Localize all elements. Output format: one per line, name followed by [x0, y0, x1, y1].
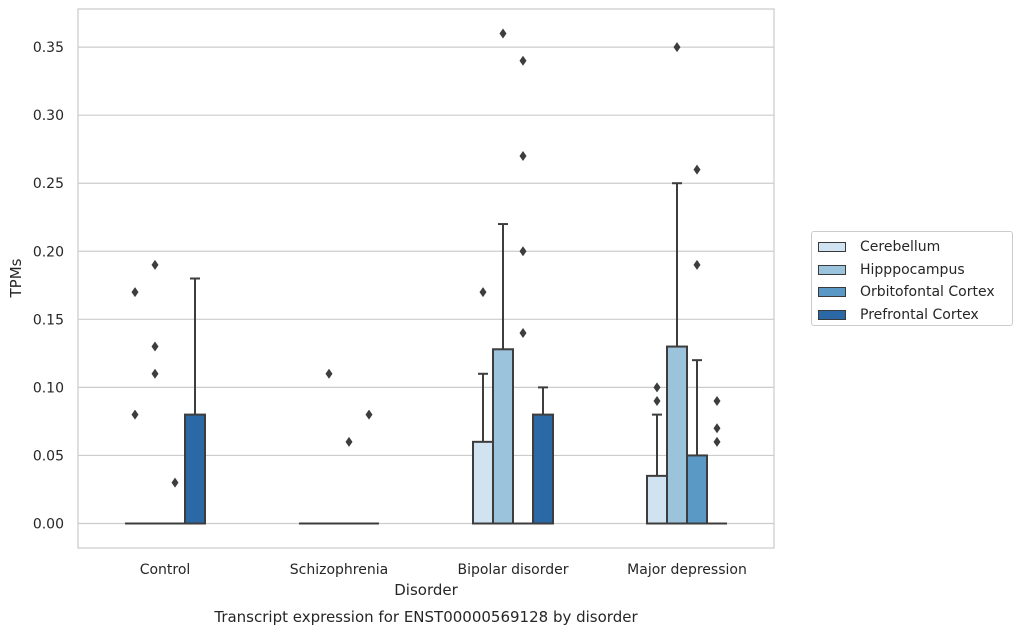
y-axis-label: TPMs [7, 258, 25, 298]
chart-title: Transcript expression for ENST0000056912… [213, 608, 638, 626]
y-tick-label: 0.05 [33, 448, 64, 464]
x-tick-label: Control [140, 562, 191, 578]
outlier-point [499, 28, 507, 39]
outlier-point [151, 341, 159, 352]
x-tick-label: Bipolar disorder [457, 562, 568, 578]
x-axis-label: Disorder [394, 581, 458, 599]
outlier-point [693, 164, 701, 175]
outlier-point [519, 327, 527, 338]
legend-swatch-prefrontal-cortex [818, 309, 846, 320]
outlier-point [151, 259, 159, 270]
box-cerebellum [472, 287, 494, 525]
outlier-point [151, 368, 159, 379]
y-tick-label: 0.15 [33, 312, 64, 328]
legend-swatch-hipppocampus [818, 264, 846, 275]
box-orbitofontal-cortex [686, 164, 708, 525]
outlier-point [713, 423, 721, 434]
outlier-point [653, 382, 661, 393]
x-tick-label: Major depression [627, 562, 747, 578]
box-prefrontal-cortex [184, 277, 206, 525]
legend-label-hipppocampus: Hipppocampus [860, 261, 965, 278]
outlier-point [131, 287, 139, 298]
outlier-point [171, 477, 179, 488]
legend-label-cerebellum: Cerebellum [860, 239, 941, 256]
box-hipppocampus [145, 259, 165, 525]
box-rect [492, 348, 514, 525]
box-orbitofontal-cortex [165, 477, 185, 525]
box-prefrontal-cortex [359, 409, 379, 525]
outlier-point [325, 368, 333, 379]
y-tick-label: 0.00 [33, 517, 64, 533]
outlier-point [693, 259, 701, 270]
boxes [125, 28, 727, 525]
y-tick-labels: 0.00 0.05 0.10 0.15 0.20 0.25 0.30 0.35 [33, 40, 64, 532]
box-hipppocampus [319, 368, 339, 525]
outlier-point [365, 409, 373, 420]
outlier-point [519, 246, 527, 257]
legend-item-prefrontal-cortex: Prefrontal Cortex [818, 304, 1012, 327]
outlier-point [713, 396, 721, 406]
legend-label-prefrontal-cortex: Prefrontal Cortex [860, 306, 979, 323]
box-rect [646, 474, 668, 525]
legend-item-cerebellum: Cerebellum [818, 236, 1012, 259]
box-cerebellum [646, 382, 668, 525]
outlier-point [653, 396, 661, 406]
legend-item-hipppocampus: Hipppocampus [818, 259, 1012, 282]
box-rect [666, 345, 688, 525]
box-orbitofontal-cortex [339, 436, 359, 525]
outlier-point [519, 151, 527, 161]
box-hipppocampus [666, 42, 688, 525]
box-prefrontal-cortex [532, 386, 554, 525]
box-rect [532, 413, 554, 525]
outlier-point [519, 55, 527, 66]
outlier-point [673, 42, 681, 53]
x-tick-labels: Control Schizophrenia Bipolar disorder Majo… [140, 562, 747, 578]
outlier-point [345, 436, 353, 447]
legend-swatch-cerebellum [818, 242, 846, 253]
legend-swatch-orbitofontal-cortex [818, 287, 846, 298]
y-tick-label: 0.25 [33, 176, 64, 192]
box-rect [472, 440, 494, 525]
y-tick-label: 0.35 [33, 40, 64, 56]
outlier-point [479, 287, 487, 298]
box-orbitofontal-cortex [513, 55, 533, 525]
box-prefrontal-cortex [707, 396, 727, 525]
legend: Cerebellum Hipppocampus Orbitofontal Cor… [811, 231, 1013, 326]
box-hipppocampus [492, 28, 514, 525]
x-tick-label: Schizophrenia [290, 562, 388, 578]
legend-label-orbitofontal-cortex: Orbitofontal Cortex [860, 284, 995, 301]
y-tick-label: 0.10 [33, 380, 64, 396]
outlier-point [713, 436, 721, 447]
outlier-point [131, 409, 139, 420]
box-rect [184, 413, 206, 525]
y-tick-label: 0.30 [33, 108, 64, 124]
y-tick-label: 0.20 [33, 244, 64, 260]
box-cerebellum [125, 287, 145, 525]
plot-frame [77, 8, 775, 549]
box-rect [686, 454, 708, 525]
legend-item-orbitofontal-cortex: Orbitofontal Cortex [818, 281, 1012, 304]
